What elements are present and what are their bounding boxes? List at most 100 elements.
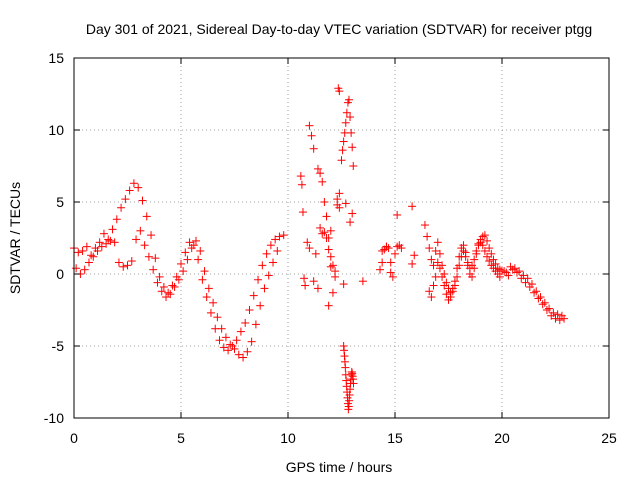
data-point — [525, 282, 534, 291]
data-point — [322, 234, 331, 242]
data-point — [485, 244, 494, 253]
data-point — [219, 343, 228, 352]
data-point — [260, 284, 269, 293]
data-point — [536, 293, 545, 302]
series-track-a — [70, 179, 288, 355]
data-point — [560, 314, 569, 323]
data-point — [153, 278, 162, 287]
data-point — [324, 245, 333, 254]
data-point — [121, 195, 130, 204]
data-point — [80, 265, 89, 274]
data-point — [446, 293, 455, 302]
data-point — [142, 212, 151, 221]
data-point — [346, 218, 355, 227]
data-point — [106, 236, 115, 245]
data-point — [448, 287, 457, 296]
data-point — [459, 246, 468, 255]
data-point — [532, 287, 541, 296]
x-tick-label: 5 — [177, 430, 185, 446]
data-point — [433, 258, 442, 267]
data-point — [125, 186, 134, 195]
data-point — [347, 128, 356, 137]
data-point — [388, 272, 397, 281]
data-point — [483, 236, 492, 245]
data-point — [478, 241, 487, 250]
data-point — [151, 254, 160, 263]
data-point — [393, 210, 402, 219]
data-point — [397, 244, 406, 253]
data-point — [378, 246, 387, 255]
data-point — [547, 311, 556, 320]
data-point — [341, 199, 350, 208]
data-point — [95, 238, 104, 247]
data-point — [534, 294, 543, 303]
data-point — [269, 258, 278, 267]
data-point — [463, 258, 472, 267]
data-point — [87, 251, 96, 260]
data-point — [425, 244, 434, 253]
data-point — [555, 316, 564, 325]
data-point — [382, 242, 391, 251]
data-point — [108, 225, 117, 234]
data-point — [196, 246, 205, 255]
data-point — [313, 164, 322, 173]
data-point — [311, 249, 320, 258]
data-point — [344, 95, 353, 104]
data-point — [297, 180, 306, 189]
data-point — [378, 258, 387, 267]
y-tick-label: -5 — [52, 338, 65, 354]
data-point — [119, 262, 128, 271]
data-point — [174, 275, 183, 284]
data-point — [384, 244, 393, 253]
data-point — [215, 336, 224, 345]
data-point — [206, 308, 215, 317]
data-point — [440, 281, 449, 290]
data-point — [349, 162, 358, 170]
data-point — [123, 261, 132, 270]
axis-ticks — [73, 57, 610, 419]
data-point — [433, 238, 442, 247]
data-point — [230, 344, 239, 353]
data-point — [551, 314, 560, 323]
data-point — [313, 284, 322, 293]
data-point — [326, 262, 335, 271]
data-point — [243, 347, 252, 356]
data-point — [545, 304, 554, 313]
data-point — [335, 203, 344, 212]
x-tick-label: 10 — [280, 430, 296, 446]
data-point — [168, 281, 177, 290]
data-point — [349, 379, 358, 388]
data-point — [521, 278, 530, 287]
data-point — [442, 290, 451, 299]
data-point — [435, 249, 444, 258]
data-point — [183, 255, 192, 264]
data-point — [348, 209, 357, 218]
data-point — [512, 268, 521, 277]
y-tick-label: 5 — [56, 194, 64, 210]
data-point — [540, 298, 549, 307]
data-point — [346, 113, 355, 122]
data-point — [489, 255, 498, 264]
data-point — [517, 274, 526, 283]
data-point — [483, 252, 492, 261]
data-point — [273, 246, 282, 255]
data-point — [149, 265, 158, 274]
data-point — [191, 236, 200, 245]
data-point — [170, 282, 179, 291]
x-tick-label: 0 — [70, 430, 78, 446]
data-point — [166, 290, 175, 299]
data-point — [271, 235, 280, 244]
grid-lines — [74, 58, 609, 418]
data-point — [245, 306, 254, 314]
data-point — [102, 239, 111, 248]
data-point — [504, 271, 513, 280]
data-point — [318, 229, 327, 238]
data-point — [232, 336, 241, 345]
data-point — [515, 267, 524, 276]
y-tick-label: 0 — [56, 266, 64, 282]
data-point — [485, 257, 494, 266]
data-point — [236, 327, 245, 336]
data-point — [134, 183, 143, 192]
data-point — [326, 252, 335, 261]
